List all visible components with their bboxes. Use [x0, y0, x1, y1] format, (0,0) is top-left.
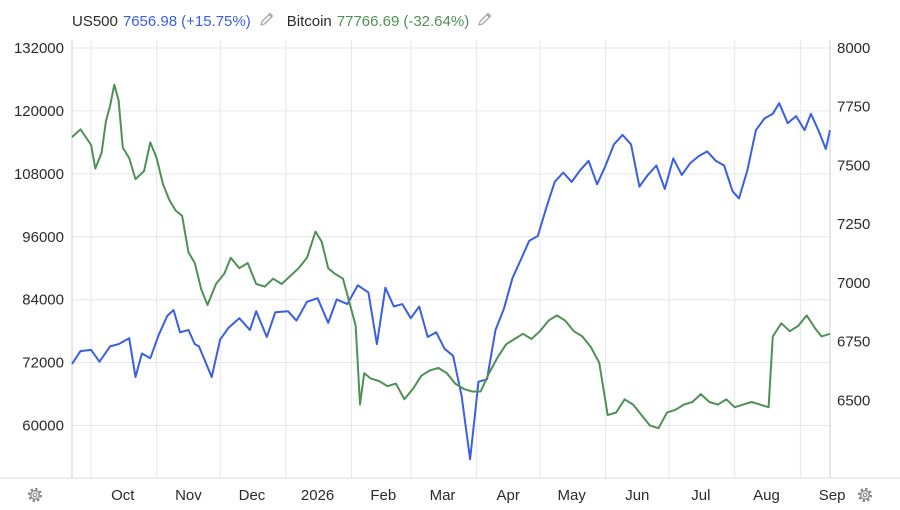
pencil-icon[interactable]: [259, 11, 275, 31]
y-right-tick-label: 8000: [837, 40, 870, 57]
x-tick-label: Apr: [496, 487, 519, 504]
x-tick-label: Jun: [625, 487, 649, 504]
x-tick-label: Nov: [175, 487, 202, 504]
legend-us500-value: 7656.98: [122, 12, 178, 30]
legend-us500-name: US500: [72, 12, 118, 30]
us500-line: [71, 102, 831, 461]
y-right-tick-label: 7750: [837, 99, 870, 116]
x-tick-label: 2026: [301, 487, 334, 504]
gear-icon[interactable]: [855, 485, 875, 505]
y-left-tick-label: 72000: [22, 355, 64, 372]
y-right-tick-label: 7500: [837, 157, 870, 174]
y-left-tick-label: 84000: [22, 292, 64, 309]
x-tick-label: Dec: [239, 487, 266, 504]
bitcoin-line: [71, 83, 831, 430]
gear-icon[interactable]: [25, 485, 45, 505]
x-tick-label: Mar: [430, 487, 456, 504]
gridlines: [0, 40, 900, 479]
y-right-tick-label: 7000: [837, 275, 870, 292]
pencil-icon[interactable]: [477, 11, 493, 31]
chart-legend: US500 7656.98 (+15.75%) Bitcoin 77766.69…: [72, 10, 505, 32]
axis-ticks: 132000 120000 108000 96000 84000 72000 60000 80…: [14, 40, 870, 504]
x-tick-label: Aug: [753, 487, 780, 504]
y-right-tick-label: 7250: [837, 216, 870, 233]
legend-us500-change: (+15.75%): [181, 12, 251, 30]
x-tick-label: May: [558, 487, 587, 504]
legend-bitcoin-change: (-32.64%): [403, 12, 470, 30]
y-right-tick-label: 6500: [837, 392, 870, 409]
y-left-tick-label: 108000: [14, 166, 64, 183]
legend-bitcoin-value: 77766.69: [336, 12, 400, 30]
series-lines: [71, 83, 831, 461]
legend-bitcoin-name: Bitcoin: [286, 12, 332, 30]
y-left-tick-label: 96000: [22, 229, 64, 246]
x-tick-label: Jul: [691, 487, 710, 504]
x-tick-label: Oct: [111, 487, 135, 504]
y-left-tick-label: 120000: [14, 103, 64, 120]
x-tick-label: Feb: [370, 487, 396, 504]
y-left-tick-label: 60000: [22, 418, 64, 435]
x-tick-label: Sep: [819, 487, 846, 504]
y-left-tick-label: 132000: [14, 40, 64, 57]
y-right-tick-label: 6750: [837, 334, 870, 351]
